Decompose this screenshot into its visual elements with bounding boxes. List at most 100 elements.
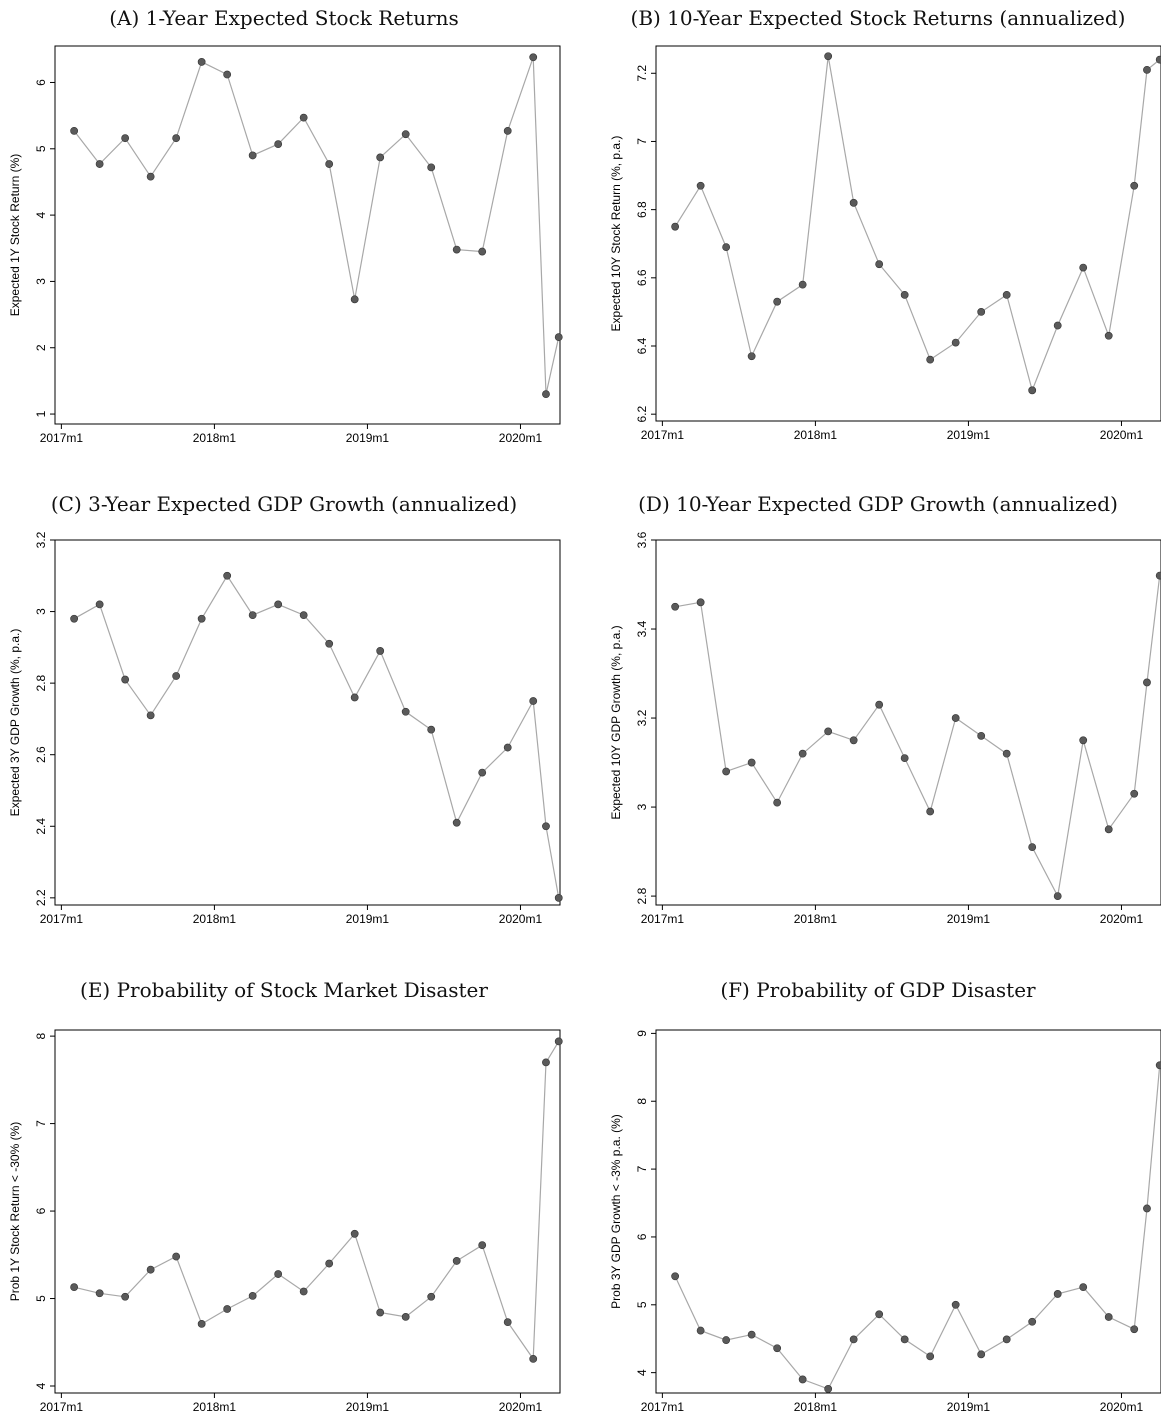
y-tick-label: 7.2 [635,65,649,82]
y-tick-label: 3.6 [635,531,649,548]
data-point [427,725,436,734]
x-tick-label: 2020m1 [1100,912,1144,926]
data-point [1053,1290,1062,1298]
data-point [299,611,308,620]
data-point [977,1350,986,1359]
y-tick-label: 7 [635,1165,649,1172]
data-point [1002,749,1011,758]
data-point [1155,55,1161,64]
y-tick-label: 7 [635,138,649,145]
data-point [197,58,206,66]
data-point [70,614,79,623]
data-point [1155,1061,1161,1070]
data-point [671,1272,680,1281]
data-point [529,697,538,705]
data-point [274,140,283,149]
y-tick-label: 8 [635,1098,649,1105]
x-tick-label: 2017m1 [40,431,84,445]
data-point [773,297,782,306]
data-point [824,727,833,736]
data-point [452,818,461,827]
series-line [73,57,560,395]
data-point [1028,843,1037,852]
data-point [401,130,410,139]
y-axis-title: Prob 1Y Stock Return < -30% (%) [8,1122,22,1302]
data-point [722,767,731,776]
data-point [696,1326,705,1335]
data-point [798,280,807,289]
y-tick-label: 3 [635,803,649,810]
data-point [1079,736,1088,745]
y-tick-label: 4 [635,1369,649,1376]
data-point [529,1354,538,1363]
x-tick-label: 2020m1 [1100,428,1144,442]
data-point [427,163,436,172]
chart-panel-a: 1 2 3 4 5 6 2017m1 2018m1 2019m1 2020m1 Expected 1… [8,45,563,445]
data-point [1053,321,1062,330]
data-point [747,352,756,361]
chart-panel-c: 2.2 2.4 2.6 2.8 3 3.2 2017m1 2018m1 2019m1 2020m1… [8,531,563,926]
y-tick-label: 3 [34,608,48,615]
data-point [1028,386,1037,395]
data-point [722,243,731,252]
chart-panel-d: 2.8 3 3.2 3.4 3.6 2017m1 2018m1 2019m1 2020m1 Exp… [609,531,1161,926]
x-tick-label: 2020m1 [1100,1400,1144,1414]
data-point [747,758,756,767]
data-point [977,731,986,740]
x-tick-label: 2018m1 [193,1400,237,1414]
data-point [452,1257,461,1265]
data-point [401,1313,410,1321]
data-point [875,1310,884,1319]
y-tick-label: 5 [34,145,48,152]
y-axis-title: Expected 10Y Stock Return (%, p.a.) [609,136,623,332]
x-tick-label: 2018m1 [193,912,237,926]
data-point [554,1037,563,1046]
data-point [747,1330,756,1339]
chart-panel-f: 4 5 6 7 8 9 2017m1 2018m1 2019m1 2020m1 Prob 3Y GD… [609,1029,1161,1414]
x-tick-label: 2019m1 [346,1400,390,1414]
chart-title-a: (A) 1-Year Expected Stock Returns [109,6,459,30]
series-line [73,574,560,898]
data-point [926,807,935,816]
data-point [274,600,283,609]
data-point [325,160,334,168]
y-tick-label: 6 [34,1207,48,1214]
data-point [350,295,359,304]
data-point [70,1283,79,1292]
data-point [223,1305,232,1313]
x-tick-label: 2017m1 [40,1400,84,1414]
data-point [1002,1335,1011,1344]
y-tick-label: 3.2 [635,709,649,726]
data-point [900,1335,909,1344]
data-point [376,647,385,655]
x-tick-label: 2018m1 [794,912,838,926]
x-tick-label: 2019m1 [947,1400,991,1414]
y-tick-label: 6.6 [635,269,649,286]
y-tick-label: 2.2 [34,889,48,906]
data-point [1130,1325,1139,1334]
data-point [325,1259,334,1268]
data-point [503,126,512,135]
x-tick-label: 2019m1 [346,431,390,445]
data-point [146,1265,155,1274]
data-point [1002,290,1011,299]
x-tick-label: 2017m1 [641,1400,685,1414]
data-point [1079,1283,1088,1292]
chart-title-b: (B) 10-Year Expected Stock Returns (annu… [630,6,1126,30]
data-point [401,707,410,716]
data-point [452,245,461,254]
data-point [223,70,232,79]
data-point [1130,789,1139,798]
data-point [542,822,550,831]
series-line [674,575,1161,898]
plot-frame [54,1029,561,1394]
data-point [1143,678,1151,687]
data-point [478,768,487,777]
data-point [926,355,935,364]
plot-frame [54,45,561,425]
data-point [248,151,257,160]
data-point [299,113,308,122]
data-point [1143,1204,1151,1213]
data-point [900,754,909,763]
